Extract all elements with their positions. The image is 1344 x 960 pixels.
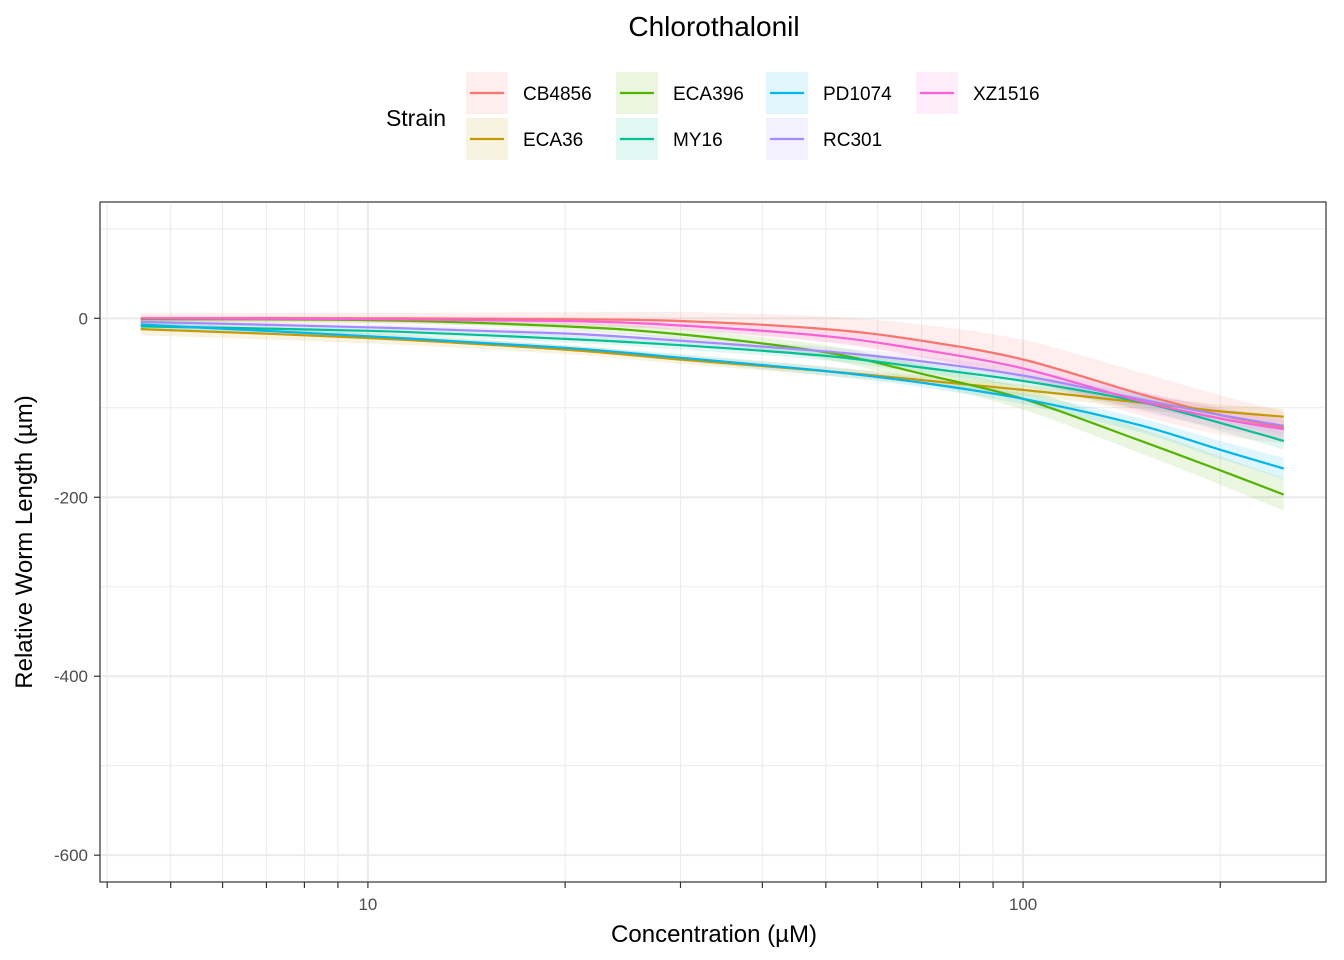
legend-item-eca36: ECA36 xyxy=(466,118,583,160)
chart-title: Chlorothalonil xyxy=(628,11,799,42)
panel-border xyxy=(99,201,1327,883)
line-xz1516 xyxy=(140,317,1284,431)
x-tick-label: 100 xyxy=(1009,895,1037,914)
grid xyxy=(100,202,1326,882)
legend-item-rc301: RC301 xyxy=(766,118,882,160)
legend-label-rc301: RC301 xyxy=(823,130,882,151)
legend-item-xz1516: XZ1516 xyxy=(916,72,1040,114)
band-cb4856 xyxy=(140,311,1284,444)
x-axis-title: Concentration (µM) xyxy=(611,921,817,948)
y-tick-label: 0 xyxy=(79,309,88,328)
band-eca396 xyxy=(140,316,1284,511)
legend-label-pd1074: PD1074 xyxy=(823,84,892,105)
series-lines xyxy=(140,317,1285,496)
legend-label-cb4856: CB4856 xyxy=(523,84,592,105)
axes: 10 100 0 -200 -400 -600 xyxy=(54,309,1221,914)
y-tick-label: -400 xyxy=(54,667,88,686)
legend-label-eca396: ECA396 xyxy=(673,84,744,105)
plot-panel xyxy=(99,201,1327,883)
y-tick-label: -200 xyxy=(54,488,88,507)
line-pd1074 xyxy=(140,323,1285,470)
legend-label-xz1516: XZ1516 xyxy=(973,84,1040,105)
legend-title: Strain xyxy=(386,105,446,131)
line-rc301 xyxy=(140,320,1284,427)
legend: Strain CB4856 ECA36 ECA396 MY16 PD1074 RC301 X… xyxy=(386,72,1040,160)
legend-label-eca36: ECA36 xyxy=(523,130,583,151)
y-axis-title: Relative Worm Length (µm) xyxy=(11,395,38,688)
x-tick-label: 10 xyxy=(358,895,377,914)
legend-item-pd1074: PD1074 xyxy=(766,72,892,114)
legend-label-my16: MY16 xyxy=(673,130,723,151)
band-pd1074 xyxy=(140,321,1284,480)
y-tick-label: -600 xyxy=(54,846,88,865)
legend-item-eca396: ECA396 xyxy=(616,72,744,114)
panel-background xyxy=(100,202,1326,882)
legend-item-cb4856: CB4856 xyxy=(466,72,592,114)
legend-item-my16: MY16 xyxy=(616,118,723,160)
